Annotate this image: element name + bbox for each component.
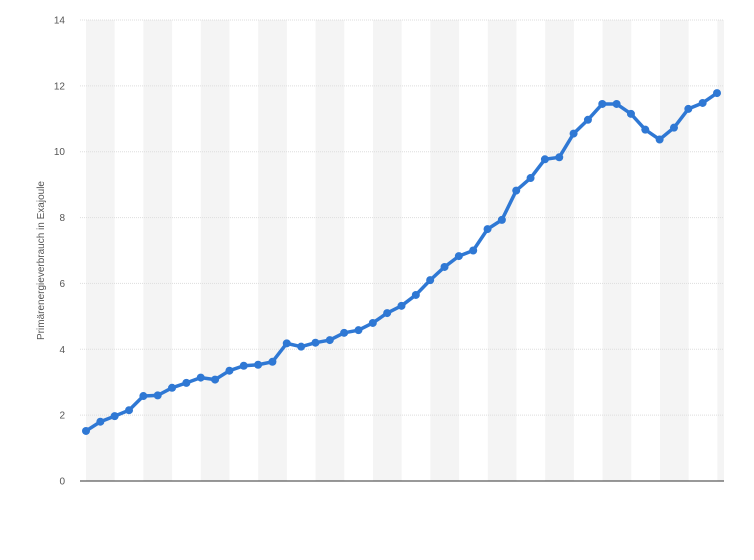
background-band — [717, 20, 724, 481]
data-point — [669, 123, 678, 132]
background-band — [430, 20, 460, 481]
background-band — [602, 20, 632, 481]
data-point — [196, 373, 205, 382]
data-point — [440, 262, 449, 271]
data-point — [583, 115, 592, 124]
series-group — [82, 89, 721, 435]
data-point — [182, 378, 191, 387]
data-point — [569, 129, 578, 138]
y-tick-label: 8 — [59, 213, 65, 224]
data-point — [598, 99, 607, 108]
data-point — [713, 89, 721, 98]
y-tick-label: 12 — [54, 81, 66, 92]
data-point — [82, 426, 90, 435]
data-point — [526, 174, 535, 183]
y-tick-label: 14 — [54, 16, 66, 27]
data-point — [282, 339, 291, 348]
data-point — [325, 336, 334, 345]
data-point — [512, 186, 521, 195]
data-point — [125, 406, 134, 415]
data-point — [153, 391, 162, 400]
data-point — [297, 342, 306, 351]
data-point — [698, 98, 707, 107]
data-point — [454, 252, 463, 261]
y-axis-ticks: 0 2 4 6 8 10 12 14 — [54, 16, 66, 488]
data-point — [655, 135, 664, 144]
data-point — [225, 366, 234, 375]
data-point — [684, 104, 693, 113]
background-band — [660, 20, 689, 481]
background-band — [258, 20, 287, 481]
data-point — [626, 109, 635, 118]
data-point — [168, 383, 177, 392]
data-point — [354, 326, 363, 335]
y-tick-label: 10 — [54, 147, 66, 158]
data-point — [497, 215, 506, 224]
data-point — [641, 125, 650, 134]
data-point — [254, 360, 263, 369]
data-point — [612, 99, 621, 108]
background-band — [200, 20, 230, 481]
data-point — [397, 301, 406, 310]
data-point — [239, 361, 248, 370]
data-point — [411, 290, 420, 299]
background-band — [373, 20, 402, 481]
y-tick-label: 2 — [59, 411, 65, 422]
data-point — [426, 276, 435, 285]
data-point — [540, 155, 549, 164]
data-point — [340, 328, 349, 337]
y-tick-label: 6 — [59, 279, 65, 290]
background-band — [545, 20, 574, 481]
data-point — [469, 246, 478, 255]
background-band — [315, 20, 345, 481]
data-point — [96, 417, 105, 426]
data-point — [110, 412, 119, 421]
background-band — [487, 20, 517, 481]
data-point — [555, 153, 564, 162]
data-point — [139, 392, 148, 401]
data-point — [368, 318, 377, 327]
data-point — [483, 225, 492, 234]
data-point — [211, 375, 220, 384]
background-band — [143, 20, 173, 481]
y-axis-title: Primärenergieverbrauch in Exajoule — [36, 181, 47, 340]
data-point — [383, 309, 392, 318]
y-tick-label: 4 — [59, 345, 65, 356]
y-tick-label: 0 — [59, 477, 65, 488]
data-point — [311, 338, 320, 347]
background-bands — [86, 20, 724, 481]
background-band — [86, 20, 115, 481]
gridlines — [80, 19, 724, 416]
data-point — [268, 357, 277, 366]
